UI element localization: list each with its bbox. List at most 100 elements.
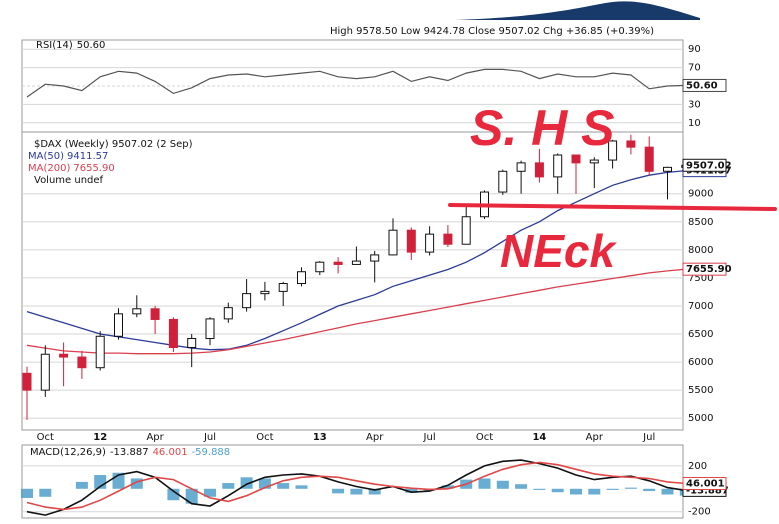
value-tag: -13.887 [686,485,729,496]
y-tick-label: 7500 [688,273,713,284]
macd-line [26,459,686,516]
y-tick-label: 8500 [688,217,713,228]
candle-body [150,308,160,320]
y-tick-label: -200 [688,507,711,518]
y-tick-label: 5000 [688,413,713,424]
histogram-bar [130,478,143,489]
x-tick-label: Apr [586,432,604,443]
candle-body [22,372,32,391]
candle-body [370,254,380,262]
candle-body [425,233,435,253]
candle-body [351,260,361,265]
x-tick-label: 13 [313,432,327,443]
price-legend-title: $DAX (Weekly) 9507.02 (2 Sep) [34,139,193,150]
histogram-bar [661,488,674,495]
legend-name: MA(50) [28,151,64,162]
x-tick-label: 14 [532,432,546,443]
histogram-bar [240,477,253,489]
legend-value: 7655.90 [73,163,114,174]
candle-body [571,154,581,164]
candle-body [644,146,654,172]
candle-body [278,283,288,292]
x-tick-label: Jul [203,432,216,443]
annotation-shs: S. H S [470,100,614,156]
histogram-bar [368,488,381,495]
candle-body [461,216,471,245]
candle-body [516,162,526,172]
value-tag-box [682,158,727,172]
histogram-bar [405,488,418,493]
x-tick-label: Jul [642,432,655,443]
candle-body [132,308,142,315]
candle-body [498,170,508,193]
candle-body [626,140,636,148]
histogram-bar [21,488,33,498]
candle-body [40,353,50,391]
histogram-bar [258,478,271,489]
moving-average-line [26,268,686,355]
candle-body [315,261,325,273]
candle-body [443,233,453,245]
legend-entry: Volume undef [34,175,104,186]
candle-body [297,271,306,285]
header-decoration [455,1,700,20]
histogram-bar [478,478,491,489]
candle-body [114,313,123,337]
candle-body [59,353,69,358]
histogram-bar [606,488,619,490]
y-tick-label: 90 [688,44,701,55]
value-tag-box [682,477,727,491]
histogram-bar [167,488,180,501]
candle-body [95,335,105,369]
histogram-bar [75,481,88,489]
y-tick-label: 200 [688,461,707,472]
rsi-line [26,68,686,98]
value-tag: 9507.02 [686,160,732,171]
candle-body [205,318,215,340]
histogram-bar [441,485,454,489]
moving-average-line [26,169,686,351]
histogram-bar [643,488,656,492]
x-tick-label: Oct [476,432,493,443]
y-tick-label: 9000 [688,189,713,200]
histogram-bar [624,487,637,489]
candle-body [608,140,618,161]
candle-body [534,162,544,178]
histogram-bar [350,488,363,495]
macd-legend: MACD(12,26,9) -13.887 46.001 -59.888 [30,447,230,458]
value-tag-box [682,262,727,276]
x-tick-label: Jul [423,432,436,443]
histogram-bar [496,480,509,489]
y-tick-label: 30 [688,99,701,110]
candle-body [589,159,599,164]
header-quote: High 9578.50 Low 9424.78 Close 9507.02 C… [330,26,654,37]
histogram-bar [222,483,235,489]
histogram-bar [570,488,582,495]
x-tick-label: Oct [37,432,54,443]
histogram-bar [185,488,198,504]
macd-title: MACD(12,26,9) [30,447,106,458]
y-tick-label: 5500 [688,385,713,396]
value-tag: 46.001 [686,479,725,490]
x-tick-label: Apr [366,432,384,443]
macd-value: -59.888 [192,447,231,458]
histogram-bar [277,483,290,489]
candle-body [260,290,270,295]
legend-entry: MA(200) 7655.90 [28,163,115,174]
candle-body [333,261,343,265]
candle-body [223,307,233,320]
y-tick-label: 10 [688,118,701,129]
marks: 1030507090RSI(14)50.6050.605000550060006… [21,40,732,518]
y-tick-label: 70 [688,63,701,74]
annotation-neck: NEck [500,225,617,277]
x-tick-label: Apr [146,432,164,443]
histogram-bar [332,488,345,494]
y-tick-label: 8000 [688,245,713,256]
legend-entry: MA(50) 9411.57 [28,151,108,162]
candle-body [187,338,197,349]
candle-body [388,229,398,256]
histogram-bar [515,484,528,489]
macd-value: -13.887 [110,447,149,458]
